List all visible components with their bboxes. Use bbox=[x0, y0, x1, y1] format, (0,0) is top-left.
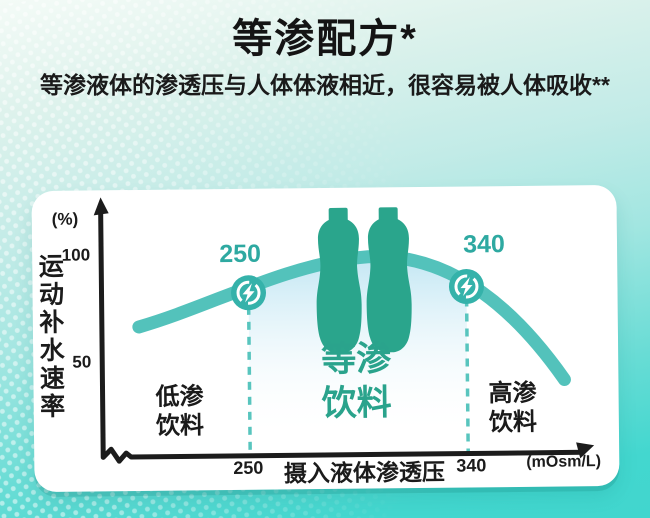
lightning-icon bbox=[231, 275, 267, 311]
axes-lines bbox=[98, 206, 584, 464]
dashed-line-250 bbox=[246, 306, 252, 454]
bottle-icon bbox=[366, 207, 412, 353]
lightning-icon bbox=[448, 269, 484, 305]
region-label-hypotonic: 低渗 饮料 bbox=[155, 383, 205, 440]
x-tick-250: 250 bbox=[233, 457, 264, 478]
isotonic-region-fill bbox=[248, 258, 469, 454]
x-axis-unit: (mOsm/L) bbox=[526, 453, 602, 471]
page-subtitle: 等渗液体的渗透压与人体体液相近，很容易被人体吸收** bbox=[40, 72, 610, 98]
chart-card: (%) 100 50 运动补水速率 250 340 低渗 饮料 等渗 饮料 高渗… bbox=[31, 184, 620, 493]
region-label-isotonic: 等渗 饮料 bbox=[321, 339, 392, 423]
bottle-icons bbox=[316, 207, 412, 353]
y-axis-title: 运动补水速率 bbox=[35, 252, 65, 422]
page-title: 等渗配方* bbox=[232, 17, 418, 61]
hydration-curve bbox=[132, 250, 571, 387]
bottle-icon bbox=[316, 207, 362, 353]
region-label-hypertonic: 高渗 饮料 bbox=[488, 379, 538, 437]
y-axis-arrow bbox=[93, 197, 109, 216]
y-axis-unit: (%) bbox=[51, 209, 79, 229]
marker-label-340: 340 bbox=[463, 230, 506, 259]
x-axis-arrow bbox=[576, 442, 595, 459]
marker-label-250: 250 bbox=[219, 239, 262, 269]
x-axis-title: 摄入液体渗透压 bbox=[283, 458, 446, 487]
chart-canvas bbox=[93, 197, 595, 464]
dashed-line-340 bbox=[464, 298, 470, 452]
